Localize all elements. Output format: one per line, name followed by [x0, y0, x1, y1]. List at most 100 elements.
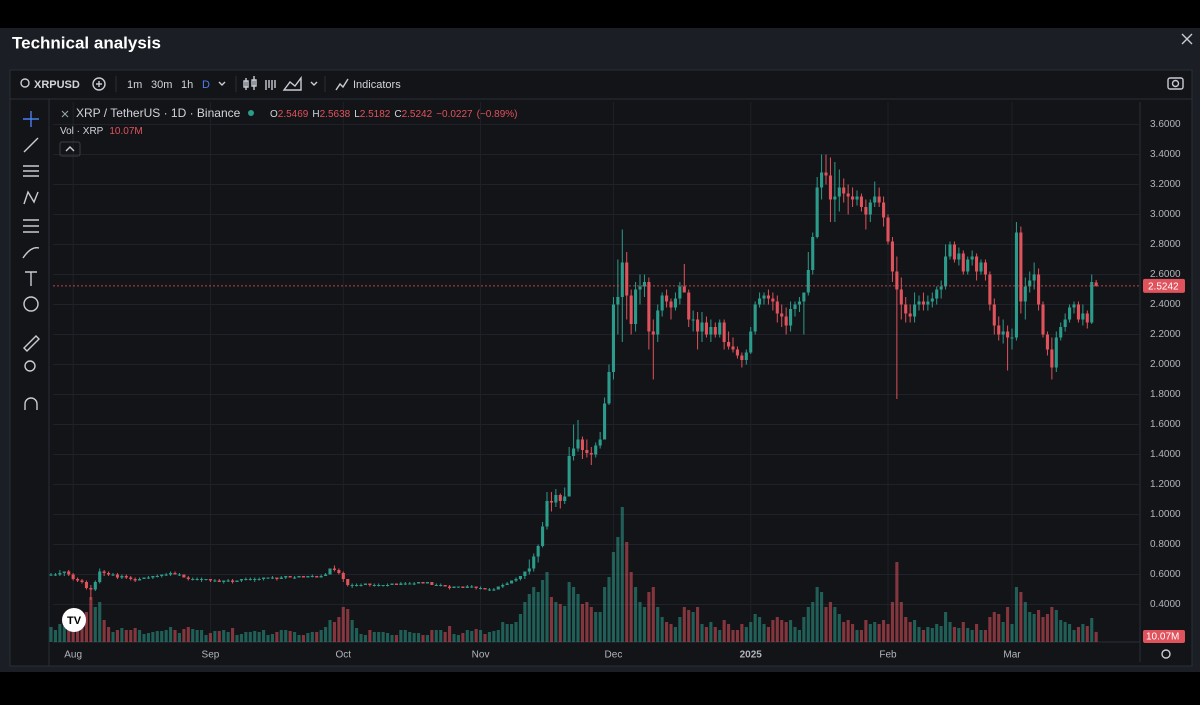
volume-bar [297, 635, 301, 642]
volume-bar [700, 624, 704, 642]
candle-body [200, 579, 204, 580]
volume-bar [62, 626, 66, 642]
candle-body [120, 576, 124, 578]
symbol-search[interactable]: XRPUSD [20, 78, 80, 91]
close-button[interactable] [1181, 33, 1193, 45]
icon-tool[interactable] [23, 296, 39, 312]
volume-bar [434, 630, 438, 642]
volume-bar [895, 562, 899, 642]
ruler-tool[interactable] [23, 335, 40, 352]
dropdown-icon[interactable] [218, 81, 226, 86]
magnet-tool[interactable] [24, 397, 38, 410]
volume-bar [988, 617, 992, 642]
candle-body [603, 403, 607, 440]
search-icon[interactable] [20, 78, 30, 88]
candle-body [545, 501, 549, 527]
volume-bar [1014, 587, 1018, 642]
candles-icon[interactable] [243, 76, 257, 90]
ohlc-value: 2.5182 [360, 109, 391, 120]
volume-bar [142, 634, 146, 642]
candle-body [403, 583, 407, 585]
plus-icon[interactable] [96, 81, 102, 87]
y-tick-label: 1.2000 [1150, 479, 1181, 490]
candle-body [1085, 313, 1089, 323]
volume-bar [439, 630, 443, 642]
candle-body [678, 286, 682, 299]
candle-body [1006, 331, 1010, 338]
volume-bar [386, 633, 390, 642]
settings-icon[interactable] [1161, 649, 1171, 659]
brush-tool[interactable] [22, 247, 40, 259]
volume-bar [904, 617, 908, 642]
candle-body [820, 172, 824, 188]
volume-bar [603, 587, 607, 642]
volume-bar [377, 632, 381, 642]
candle-body [842, 187, 846, 194]
interval-button[interactable]: D [202, 79, 210, 91]
volume-bar [704, 627, 708, 642]
interval-button[interactable]: 30m [151, 79, 172, 91]
candle-body [1072, 304, 1076, 308]
volume-bar [195, 630, 199, 642]
candle-body [828, 175, 832, 200]
volume-bar [487, 632, 491, 642]
candle-body [580, 439, 584, 450]
volume-bar [966, 628, 970, 642]
fib-tool[interactable] [23, 165, 39, 177]
candle-body [129, 577, 133, 579]
compare-button[interactable] [92, 77, 106, 91]
volume-bar [851, 624, 855, 642]
candle-body [669, 301, 673, 308]
close-icon[interactable] [1181, 33, 1193, 45]
candle-body [682, 286, 686, 293]
volume-bar [992, 612, 996, 642]
volume-bar [611, 552, 615, 642]
dropdown-icon[interactable] [310, 81, 318, 86]
candle-body [399, 583, 403, 585]
interval-button[interactable]: 1h [181, 79, 193, 91]
projection-tool[interactable] [23, 219, 39, 233]
ohlc-value: 2.5469 [278, 109, 309, 120]
area-icon[interactable] [282, 75, 302, 91]
candle-body [53, 574, 57, 576]
indicators-button[interactable]: Indicators [335, 78, 401, 91]
screenshot-button[interactable] [1167, 77, 1184, 90]
volume-bar [146, 633, 150, 642]
candle-body [62, 571, 66, 573]
volume-bar [363, 635, 367, 642]
plus-icon[interactable] [92, 77, 106, 91]
collapse-icon[interactable] [65, 146, 75, 152]
crosshair-tool[interactable] [23, 111, 39, 127]
text-tool[interactable] [25, 271, 37, 286]
volume-bar [979, 630, 983, 642]
volume-bar [93, 607, 97, 642]
candle-body [979, 262, 983, 272]
collapse-button[interactable] [59, 141, 81, 157]
volume-bar [665, 622, 669, 642]
camera-icon[interactable] [1171, 79, 1180, 88]
volume-bar [868, 624, 872, 642]
candle-body [89, 588, 93, 590]
indicators-label[interactable]: Indicators [353, 79, 401, 91]
indicators-icon[interactable] [335, 78, 349, 91]
candle-body [983, 262, 987, 275]
candle-body [191, 579, 195, 580]
volume-bar [1023, 602, 1027, 642]
candle-body [1068, 307, 1072, 320]
interval-button[interactable]: 1m [127, 79, 142, 91]
trendline-tool[interactable] [23, 137, 39, 153]
candle-body [107, 573, 111, 575]
bars-icon[interactable] [265, 80, 276, 90]
volume-bar [244, 632, 248, 642]
zoom-tool[interactable] [24, 360, 36, 372]
volume-bar [527, 594, 531, 642]
symbol[interactable]: XRPUSD [34, 79, 80, 91]
volume-bar [310, 632, 314, 642]
pattern-tool[interactable] [23, 190, 39, 205]
volume-bar [328, 620, 332, 642]
candle-body [660, 295, 664, 311]
candle-body [532, 556, 536, 569]
volume-bar [133, 628, 137, 642]
candle-body [487, 589, 491, 591]
camera-icon[interactable] [1167, 77, 1184, 90]
